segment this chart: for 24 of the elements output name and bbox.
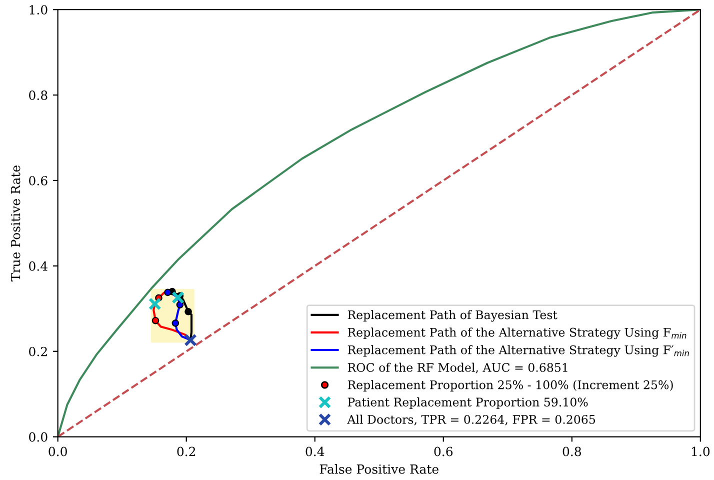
point: [172, 291, 184, 304]
y-tick-label: 0.2: [29, 346, 47, 356]
x-axis-title: False Positive Rate: [320, 464, 438, 474]
x-tick-label: 0.8: [562, 446, 582, 456]
y-axis-title: True Positive Rate: [10, 166, 20, 282]
legend-label: Replacement Path of Bayesian Test: [348, 310, 558, 322]
legend-label: Replacement Path of the Alternative Strategy Using F′$_{min}$: [348, 345, 689, 357]
y-tick-label: 0.6: [29, 176, 48, 186]
legend-label: ROC of the RF Model, AUC = 0.6851: [348, 362, 568, 374]
point: [148, 298, 162, 310]
legend-label: Replacement Path of the Alternative Strategy Using F$_{min}$: [348, 328, 686, 340]
legend-label: Replacement Proportion 25% - 100% (Increment 25%): [348, 380, 673, 392]
legend-label: All Doctors, TPR = 0.2264, FPR = 0.2065: [347, 414, 596, 426]
x-tick-label: 0.2: [177, 446, 196, 456]
legend-label: Patient Replacement Proportion 59.10%: [348, 397, 588, 409]
x-tick-label: 1.0: [692, 446, 710, 456]
x-tick-label: 0.4: [306, 446, 324, 456]
x-tick-label: 0.0: [48, 446, 67, 456]
y-tick-label: 1.0: [30, 5, 48, 15]
x-tick-label: 0.6: [434, 446, 453, 456]
y-tick-label: 0.4: [29, 261, 48, 271]
point: [184, 334, 197, 347]
y-tick-label: 0.0: [29, 432, 48, 442]
y-tick-label: 0.8: [29, 90, 48, 100]
